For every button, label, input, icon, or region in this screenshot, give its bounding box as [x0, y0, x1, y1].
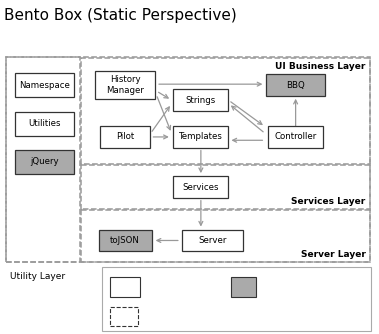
- Text: B: B: [262, 310, 268, 319]
- Text: Legend: Legend: [337, 269, 368, 278]
- Text: Pilot: Pilot: [116, 133, 134, 141]
- Text: Services Layer: Services Layer: [291, 197, 366, 206]
- Text: Layer: Layer: [144, 312, 168, 321]
- Text: Server Layer: Server Layer: [301, 250, 366, 259]
- Text: Services: Services: [183, 183, 219, 191]
- Bar: [266, 74, 325, 96]
- Text: JavaScript File: JavaScript File: [146, 283, 205, 292]
- Bar: [174, 90, 228, 111]
- Bar: [100, 126, 150, 148]
- Text: Namespace: Namespace: [19, 81, 70, 90]
- Bar: [231, 277, 256, 297]
- Text: 3rd Party
JavaScript File: 3rd Party JavaScript File: [262, 278, 321, 297]
- Bar: [174, 176, 228, 198]
- Bar: [110, 277, 140, 297]
- Text: Controller: Controller: [274, 133, 317, 141]
- Bar: [15, 150, 74, 174]
- Bar: [6, 57, 80, 262]
- Text: UI Business Layer: UI Business Layer: [276, 62, 366, 71]
- Bar: [6, 57, 370, 262]
- Bar: [81, 209, 370, 262]
- Text: jQuery: jQuery: [30, 158, 59, 166]
- Text: A: A: [217, 310, 222, 319]
- Bar: [15, 112, 74, 136]
- Bar: [268, 126, 323, 148]
- Text: Utility Layer: Utility Layer: [10, 272, 66, 281]
- Text: toJSON: toJSON: [110, 236, 140, 245]
- Text: Templates: Templates: [179, 133, 223, 141]
- Text: Utilities: Utilities: [28, 119, 61, 128]
- Bar: [99, 230, 152, 251]
- Text: Bento Box (Static Perspective): Bento Box (Static Perspective): [4, 8, 236, 23]
- Text: A uses B: A uses B: [269, 310, 305, 319]
- Bar: [15, 73, 74, 97]
- Bar: [81, 164, 370, 210]
- Text: Server: Server: [198, 236, 226, 245]
- Bar: [174, 126, 228, 148]
- Bar: [95, 71, 155, 100]
- Text: Strings: Strings: [186, 96, 216, 105]
- Bar: [81, 58, 370, 165]
- Bar: [182, 230, 243, 251]
- Text: BBQ: BBQ: [286, 81, 305, 90]
- Bar: [110, 307, 138, 326]
- Bar: [102, 267, 371, 331]
- Text: History
Manager: History Manager: [106, 75, 144, 95]
